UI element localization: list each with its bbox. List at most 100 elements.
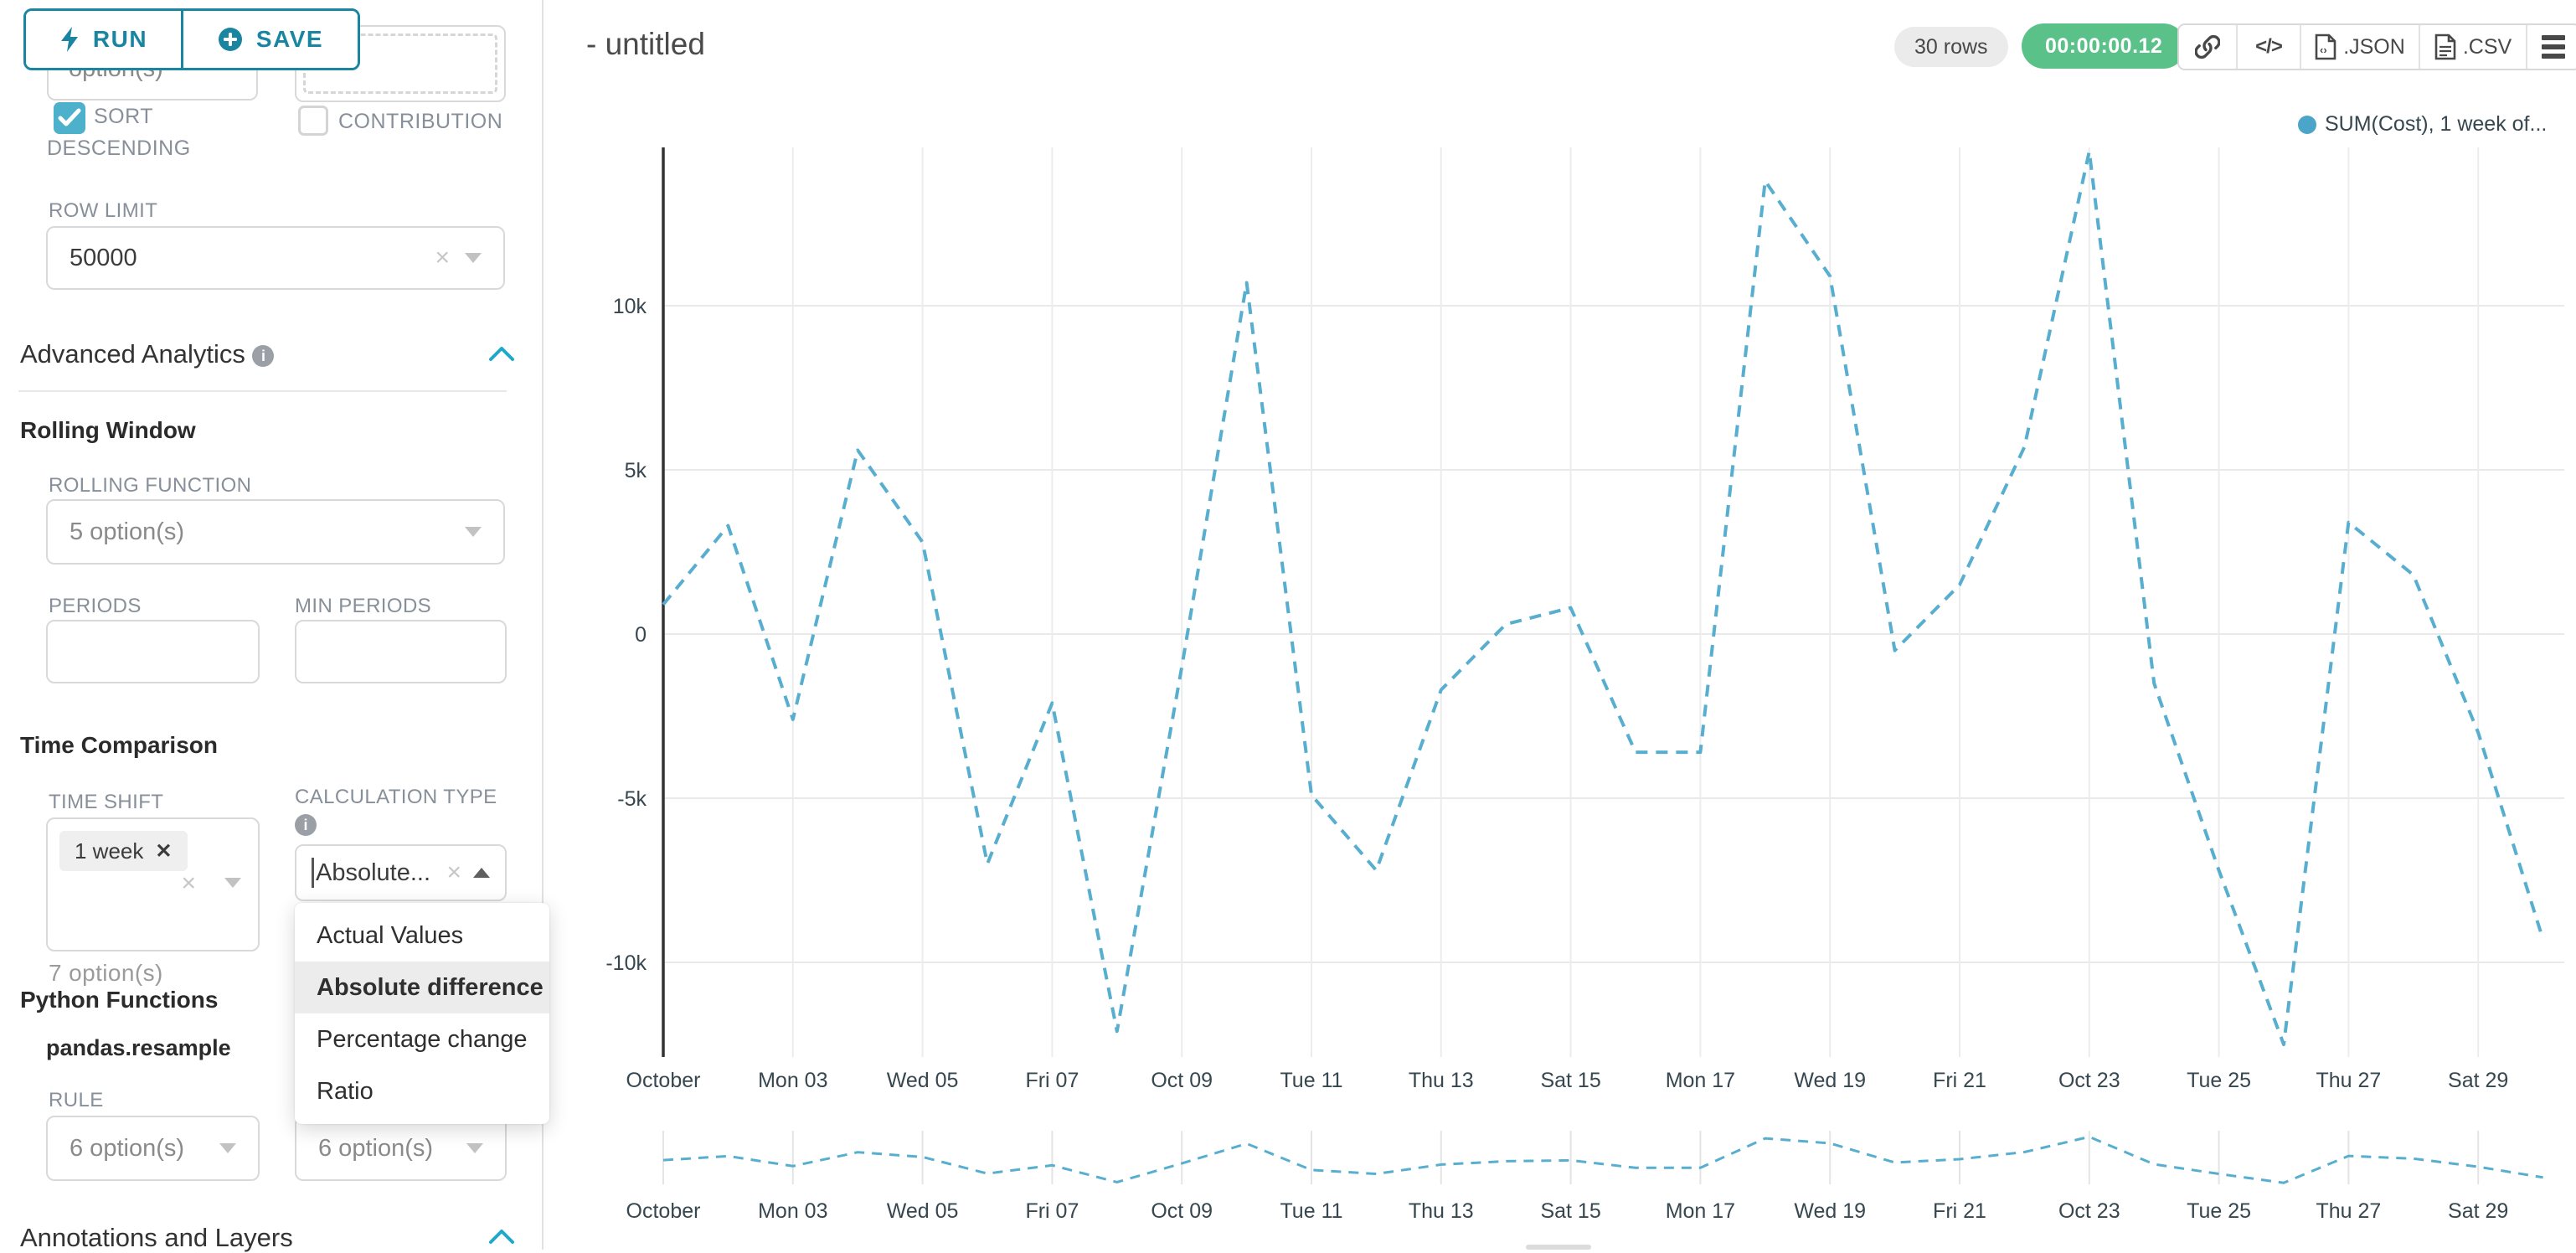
save-button[interactable]: SAVE [183,11,358,68]
mini-x-tick-label: Fri 07 [1025,1199,1079,1223]
info-icon[interactable]: i [252,345,275,367]
export-csv-button[interactable]: .CSV [2420,25,2527,69]
mini-x-tick-label: Mon 17 [1666,1199,1735,1223]
file-code-icon: ‹› [2315,34,2336,60]
x-tick-label: Thu 13 [1409,1069,1474,1092]
x-tick-label: October [626,1069,701,1092]
rolling-function-placeholder: 5 option(s) [70,518,185,545]
mini-x-tick-label: October [626,1199,701,1223]
check-icon [58,108,81,126]
x-tick-label: Fri 21 [1933,1069,1986,1092]
collapse-chevron-up-icon[interactable] [488,345,515,362]
mini-x-tick-label: Oct 09 [1151,1199,1213,1223]
menu-item-actual-values[interactable]: Actual Values [317,922,464,949]
rule-select-secondary[interactable]: 6 option(s) [295,1116,507,1181]
svg-text:‹›: ‹› [2320,44,2327,56]
query-timer-badge: 00:00:00.12 [2022,23,2187,69]
info-icon[interactable]: i [295,814,317,836]
chart-name[interactable]: - untitled [586,27,705,61]
mini-series-line [662,1135,2543,1184]
menu-item-percentage-change[interactable]: Percentage change [317,1026,528,1053]
calculation-type-select[interactable]: Absolute... × [295,844,507,901]
x-tick-label: Oct 23 [2058,1069,2120,1092]
x-tick-label: Wed 05 [887,1069,959,1092]
main-chart: 10k 5k 0 -5k -10k October October Mon 03 Mon 03 W… [605,147,2564,1223]
min-periods-input[interactable] [295,620,507,683]
legend-label: SUM(Cost), 1 week of... [2325,112,2548,136]
x-tick-label: Thu 27 [2316,1069,2381,1092]
panel-divider[interactable] [542,0,544,1250]
row-limit-value: 50000 [70,244,137,271]
legend-item[interactable]: SUM(Cost), 1 week of... [2298,112,2547,137]
mini-x-tick-label: Oct 23 [2058,1199,2120,1223]
menu-icon [2542,35,2565,59]
chevron-down-icon [224,878,241,888]
chevron-down-icon [465,527,482,537]
x-tick-label: Sat 29 [2448,1069,2508,1092]
calculation-type-value: Absolute... [316,859,431,886]
advanced-analytics-title: Advanced Analytics [20,339,245,369]
collapse-chevron-up-icon[interactable] [488,1228,515,1245]
x-tick-label: Oct 09 [1151,1069,1213,1092]
chevron-down-icon [219,1143,236,1153]
advanced-analytics-header[interactable]: Advanced Analytics i [20,339,275,369]
sort-descending-label: SORT DESCENDING [47,105,191,160]
time-shift-select[interactable]: 1 week ✕ × [46,817,260,951]
row-count-badge: 30 rows [1894,27,2008,67]
lightning-icon [60,27,78,52]
text-cursor [312,858,314,888]
more-options-button[interactable] [2527,25,2576,69]
pandas-resample-label: pandas.resample [46,1035,231,1060]
chevron-down-icon [465,253,482,263]
clear-icon[interactable]: × [446,859,461,886]
rolling-function-label: ROLLING FUNCTION [49,474,252,497]
y-tick-label: -10k [605,951,647,975]
y-tick-label: -5k [617,787,647,811]
query-action-bar: RUN SAVE [23,8,360,70]
x-tick-label: Mon 03 [758,1069,827,1092]
run-button-label: RUN [92,26,148,52]
x-tick-label: Tue 11 [1280,1069,1342,1092]
view-query-button[interactable]: </> [2238,25,2301,69]
export-json-button[interactable]: ‹› .JSON [2301,25,2420,69]
series-line [662,149,2545,1046]
section-divider [18,390,507,392]
rolling-function-select[interactable]: 5 option(s) [46,499,505,565]
time-shift-tag[interactable]: 1 week ✕ [59,831,188,871]
copy-link-button[interactable] [2179,25,2238,69]
mini-x-tick-label: Tue 25 [2187,1199,2251,1223]
y-tick-label: 10k [613,295,647,318]
periods-label: PERIODS [49,595,142,617]
sort-descending-checkbox[interactable] [54,102,85,134]
annotations-title: Annotations and Layers [20,1223,293,1252]
mini-x-tick-label: Thu 13 [1409,1199,1474,1223]
chevron-down-icon [466,1143,483,1153]
remove-tag-icon[interactable]: ✕ [155,839,173,863]
row-limit-select[interactable]: 50000 × [46,226,505,290]
mini-x-tick-label: Tue 11 [1280,1199,1342,1223]
file-text-icon [2434,34,2456,60]
time-comparison-title: Time Comparison [20,732,218,758]
contribution-checkbox[interactable] [298,106,328,136]
menu-item-ratio[interactable]: Ratio [317,1078,374,1105]
mini-x-tick-label: Sat 29 [2448,1199,2508,1223]
periods-input[interactable] [46,620,260,683]
rule-placeholder: 6 option(s) [70,1134,185,1162]
calculation-type-menu: Actual Values Absolute difference Percenta… [295,903,549,1124]
x-tick-label: Wed 19 [1794,1069,1866,1092]
mini-x-tick-label: Fri 21 [1933,1199,1986,1223]
clear-icon[interactable]: × [435,244,450,271]
chevron-up-icon [473,868,490,878]
menu-item-absolute-difference[interactable]: Absolute difference [295,962,549,1013]
x-tick-label: Tue 25 [2187,1069,2251,1092]
run-button[interactable]: RUN [26,11,183,68]
x-tick-label: Fri 07 [1025,1069,1079,1092]
scrollbar-thumb[interactable] [1526,1245,1591,1250]
clear-icon[interactable]: × [181,869,196,897]
y-tick-label: 5k [625,459,647,482]
json-label: .JSON [2343,34,2405,59]
rule-select[interactable]: 6 option(s) [46,1116,260,1181]
calculation-type-label: CALCULATION TYPE [295,786,497,808]
plus-circle-icon [218,28,242,51]
